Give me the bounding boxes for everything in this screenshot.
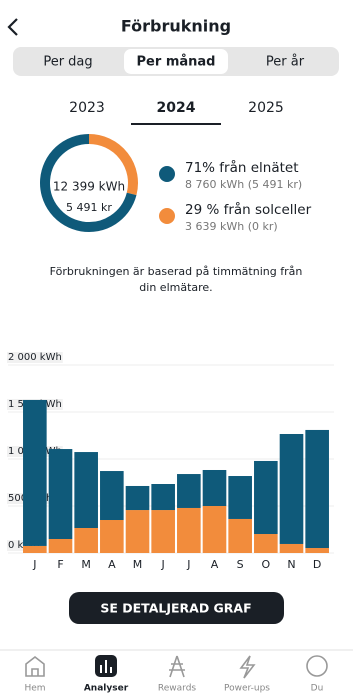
- icon-home[interactable]: [25, 655, 45, 677]
- bar-segment: [228, 518, 252, 553]
- nav-label[interactable]: Hem: [24, 684, 45, 694]
- detail-button[interactable]: [69, 592, 284, 624]
- bar-segment: [23, 545, 47, 553]
- x-tick-label: O: [261, 558, 270, 571]
- nav-label[interactable]: Analyser: [84, 684, 129, 694]
- icon-du[interactable]: [306, 655, 328, 677]
- bar-segment: [48, 449, 73, 539]
- x-tick-label: A: [108, 558, 116, 571]
- bar-segment: [100, 520, 124, 553]
- x-tick-label: N: [287, 558, 295, 571]
- x-tick-label: M: [81, 558, 91, 571]
- donut-center-sub: 5 491 kr: [66, 201, 112, 214]
- donut-segment: [40, 134, 137, 232]
- tab[interactable]: Per dag: [43, 55, 92, 70]
- bar-segment: [177, 474, 201, 508]
- bar-segment: [279, 543, 304, 553]
- nav-icons: [25, 655, 328, 679]
- legend-label: 71% från elnätet: [185, 159, 299, 176]
- x-tick-label: F: [57, 558, 63, 571]
- page-title: Förbrukning: [121, 17, 231, 36]
- bar-segment: [202, 469, 227, 506]
- bar-segment: [254, 534, 278, 553]
- nav-label[interactable]: Rewards: [158, 684, 197, 694]
- x-tick-label: S: [237, 558, 244, 571]
- bar-segment: [254, 460, 278, 535]
- legend-label: 29 % från solceller: [185, 201, 312, 218]
- legend-dot: [159, 208, 175, 224]
- donut-segment: [88, 134, 138, 196]
- icon-powerups[interactable]: [239, 655, 256, 679]
- bar-segment: [23, 399, 47, 546]
- legend-detail: 8 760 kWh (5 491 kr): [185, 178, 302, 191]
- bar-segment: [279, 433, 304, 544]
- donut-center-value: 12 399 kWh: [53, 180, 125, 194]
- year[interactable]: 2023: [69, 100, 105, 116]
- bar-segment: [100, 471, 124, 521]
- bar-segment: [151, 484, 175, 511]
- bar-segment: [305, 548, 329, 553]
- bar-segment: [228, 476, 252, 519]
- bar-segment: [305, 429, 329, 549]
- nav-label[interactable]: Du: [311, 684, 324, 694]
- x-tick-label: J: [186, 558, 190, 571]
- x-tick-label: J: [32, 558, 36, 571]
- bar-segment: [125, 510, 150, 553]
- bar-segment: [202, 506, 227, 553]
- year[interactable]: 2024: [157, 100, 196, 116]
- legend-dot: [159, 166, 175, 182]
- year[interactable]: 2025: [248, 100, 284, 116]
- tab[interactable]: Per år: [266, 55, 305, 70]
- bar-segment: [48, 538, 73, 553]
- tab[interactable]: Per månad: [137, 55, 216, 70]
- segment-selected: [124, 49, 228, 74]
- x-tick-label: A: [211, 558, 219, 571]
- bar-segment: [74, 527, 98, 553]
- icon-rewards[interactable]: [169, 655, 185, 678]
- note: Förbrukningen är baserad på timmätning f…: [50, 265, 303, 278]
- y-tick-bg: [7, 352, 63, 363]
- bar-segment: [151, 510, 175, 553]
- x-tick-label: M: [133, 558, 143, 571]
- icon-analyser-bars: [100, 660, 112, 673]
- bar-segment: [177, 507, 201, 553]
- bar-segment: [74, 452, 98, 528]
- x-tick-label: J: [161, 558, 165, 571]
- detail-button-label: SE DETALJERAD GRAF: [100, 601, 251, 616]
- nav-label[interactable]: Power-ups: [224, 684, 270, 694]
- back-button[interactable]: [7, 18, 18, 36]
- x-tick-label: D: [313, 558, 321, 571]
- note: din elmätare.: [139, 281, 212, 294]
- bar-segment: [125, 485, 150, 511]
- y-tick-label: 2 000 kWh: [8, 352, 62, 363]
- legend-detail: 3 639 kWh (0 kr): [185, 220, 278, 233]
